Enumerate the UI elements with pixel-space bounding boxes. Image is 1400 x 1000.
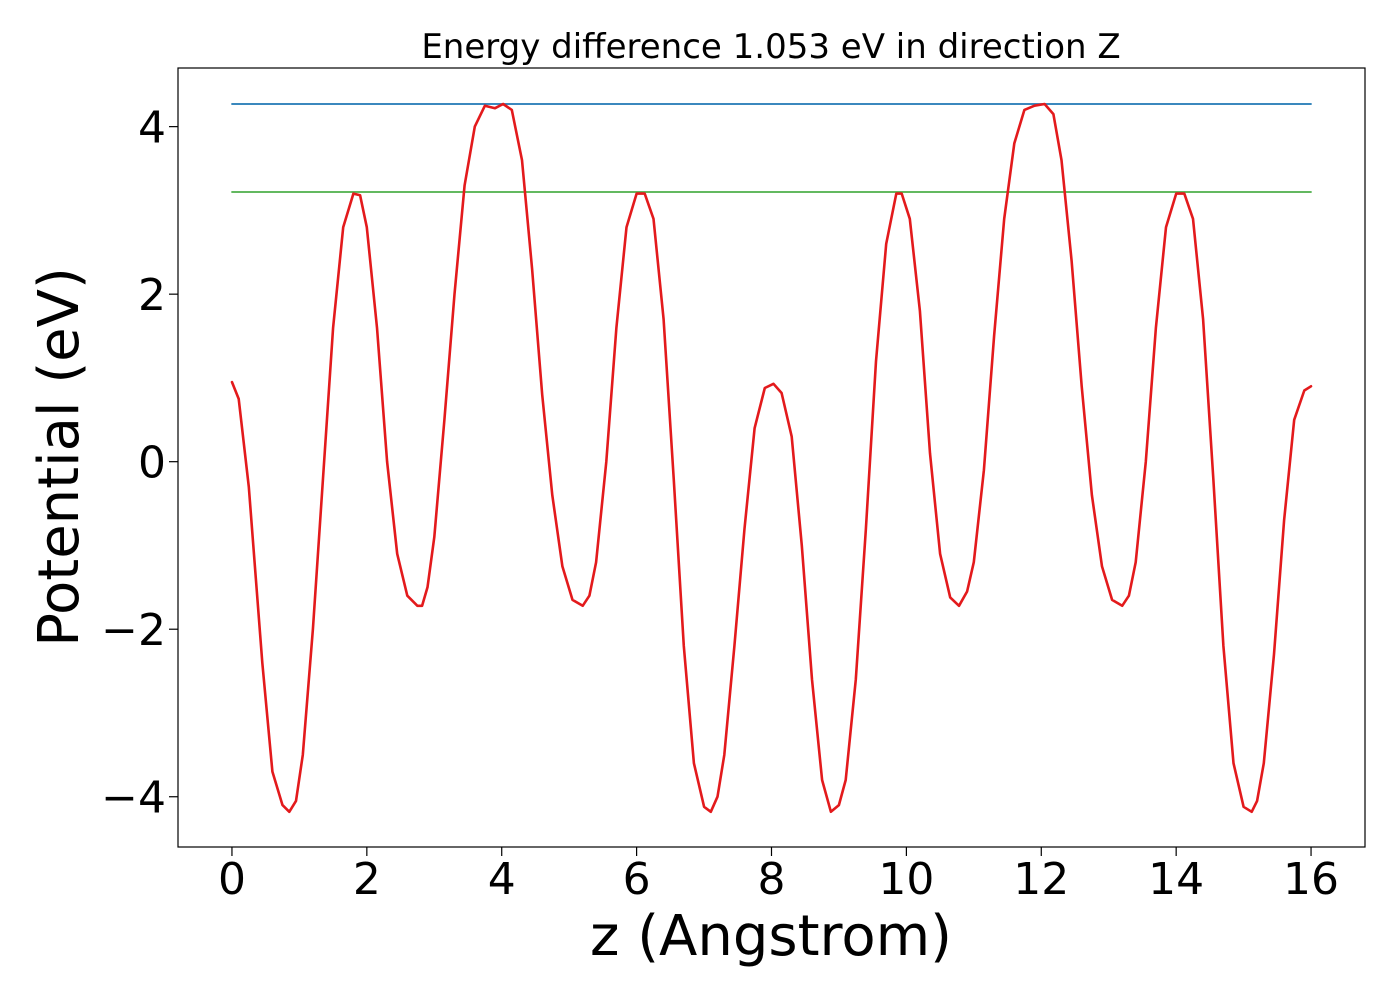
y-axis-label: Potential (eV): [27, 267, 92, 647]
x-tick-label: 6: [623, 854, 651, 905]
y-tick-label: 4: [138, 103, 166, 154]
x-tick-label: 14: [1148, 854, 1204, 905]
series-line-potential: [230, 102, 1313, 814]
x-tick-label: 16: [1283, 854, 1339, 905]
y-tick-label: −2: [101, 605, 166, 656]
y-tick-label: −4: [101, 773, 166, 824]
x-tick-label: 10: [878, 854, 934, 905]
y-axis: −4 −2 0 2 4: [101, 103, 178, 824]
x-tick-label: 0: [218, 854, 246, 905]
x-tick-label: 2: [353, 854, 381, 905]
chart-title: Energy difference 1.053 eV in direction …: [421, 27, 1120, 67]
x-axis: 0 2 4 6 8 10 12 14 16: [218, 847, 1339, 905]
plot-series: [230, 102, 1313, 814]
y-tick-label: 0: [138, 438, 166, 489]
x-tick-label: 12: [1013, 854, 1069, 905]
x-axis-label: z (Angstrom): [590, 904, 952, 969]
x-tick-label: 4: [488, 854, 516, 905]
y-tick-label: 2: [138, 270, 166, 321]
x-tick-label: 8: [758, 854, 786, 905]
